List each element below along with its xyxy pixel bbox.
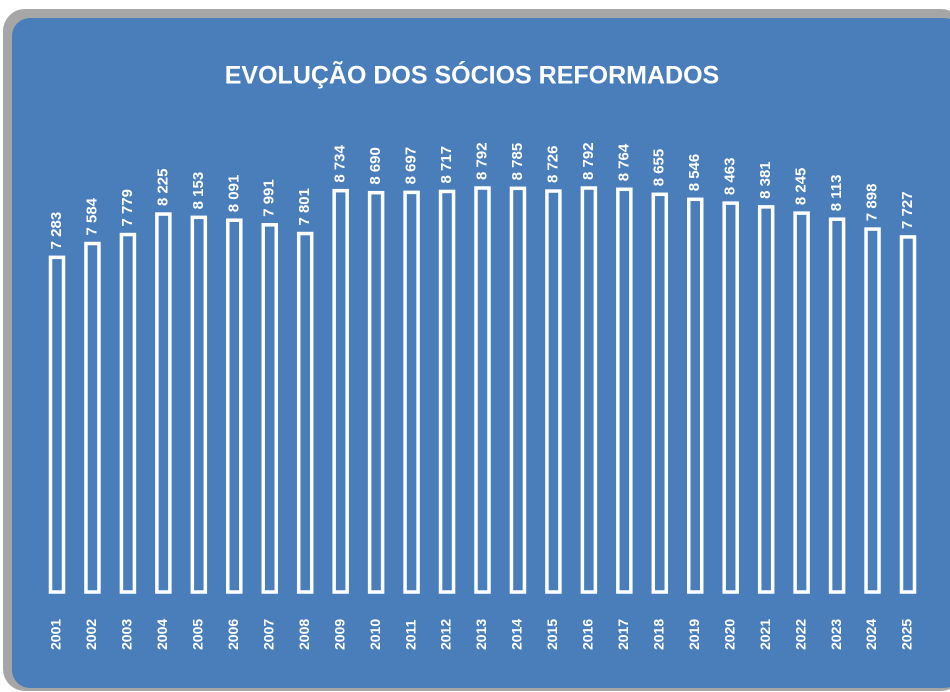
x-tick-label: 2020 [721,619,737,650]
value-label: 8 764 [615,143,632,181]
bar [48,255,66,594]
value-label: 8 225 [154,169,171,207]
x-tick-label: 2014 [509,619,525,650]
value-label: 8 717 [438,146,455,184]
x-tick-label: 2016 [580,619,596,650]
bar [438,189,456,594]
bar [119,232,137,594]
bar [757,205,775,594]
x-tick-label: 2007 [260,619,276,650]
bar [367,190,385,594]
value-label: 7 779 [119,189,136,227]
x-tick-label: 2025 [899,619,915,650]
value-label: 8 153 [190,172,207,210]
x-tick-label: 2010 [367,619,383,650]
bar [226,218,243,594]
bar [296,231,314,594]
x-tick-label: 2001 [48,619,64,650]
value-label: 7 801 [296,188,313,226]
value-label: 8 792 [580,142,597,180]
value-label: 8 113 [828,174,845,211]
value-label: 8 655 [651,149,668,187]
value-label: 7 727 [899,191,916,229]
x-tick-label: 2009 [331,619,347,650]
x-tick-label: 2006 [225,619,241,650]
bar [190,215,208,594]
x-tick-label: 2024 [863,619,879,650]
bar [864,227,881,594]
x-tick-label: 2002 [83,619,99,650]
value-label: 8 381 [757,161,774,199]
x-tick-label: 2023 [828,619,844,650]
bar [84,241,101,594]
bar [899,235,917,594]
value-label: 8 734 [332,144,349,182]
bar [474,186,491,594]
value-label: 8 245 [793,168,810,206]
chart-title: EVOLUÇÃO DOS SÓCIOS REFORMADOS [225,60,719,90]
bar [616,187,633,594]
value-label: 8 785 [509,143,526,181]
bar [722,201,739,594]
bar [332,188,349,594]
value-label: 8 792 [473,142,490,180]
bar [509,186,527,594]
value-label: 8 546 [686,154,703,192]
bar [793,211,810,594]
x-tick-label: 2019 [686,619,702,650]
x-tick-label: 2017 [615,619,631,650]
x-tick-label: 2022 [792,619,808,650]
bar [828,217,846,594]
value-label: 8 690 [367,147,384,185]
value-label: 7 584 [83,197,100,235]
x-tick-label: 2011 [402,619,418,650]
value-label: 8 726 [544,145,561,183]
x-tick-label: 2021 [757,619,773,650]
x-tick-label: 2012 [438,619,454,650]
x-tick-label: 2018 [650,619,666,650]
x-tick-label: 2004 [154,619,170,650]
bar [403,190,420,594]
x-tick-label: 2013 [473,619,489,650]
value-label: 8 463 [722,158,739,196]
x-tick-label: 2015 [544,619,560,650]
value-label: 7 898 [864,184,881,222]
value-label: 8 091 [225,175,242,213]
bar [651,192,669,594]
value-label: 8 697 [403,147,420,185]
value-label: 7 283 [48,212,65,250]
x-tick-label: 2003 [119,619,135,650]
bar [261,223,278,594]
x-tick-label: 2008 [296,619,312,650]
bar [545,189,562,594]
value-label: 7 991 [261,179,278,217]
bar [580,186,598,594]
x-tick-label: 2005 [190,619,206,650]
bar [687,197,704,594]
bar [155,212,172,594]
